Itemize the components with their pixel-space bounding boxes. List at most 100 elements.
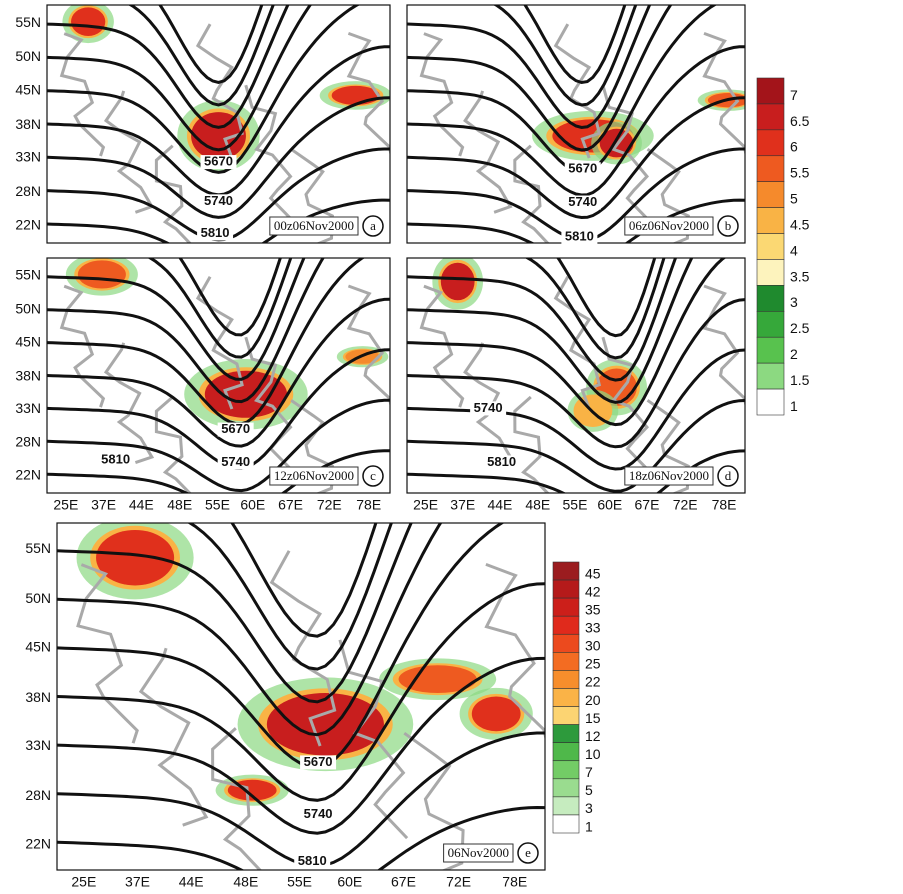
time-label: 12z06Nov2000 <box>274 468 354 483</box>
colorbar-swatch <box>552 688 580 707</box>
lon-label: 72E <box>673 497 698 513</box>
contour-label: 5670 <box>204 154 233 169</box>
contour-line <box>47 258 306 381</box>
border-line <box>601 336 651 473</box>
lat-label: 28N <box>25 787 51 803</box>
colorbar-swatch <box>552 579 580 599</box>
contour-line <box>47 5 312 152</box>
lat-label: 55N <box>15 267 41 283</box>
colorbar-label: 2.5 <box>790 320 810 336</box>
colorbar-label: 15 <box>585 710 601 726</box>
colorbar-swatch <box>756 388 785 416</box>
time-label: 18z06Nov2000 <box>629 468 709 483</box>
contour-label-bg <box>294 854 331 869</box>
colorbar-swatch <box>552 742 580 762</box>
colorbar-swatch <box>756 155 785 182</box>
contour-line <box>47 5 290 129</box>
border-line <box>601 84 651 223</box>
lon-label: 44E <box>129 497 154 513</box>
lat-label: 22N <box>25 835 51 851</box>
colorbar-label: 12 <box>585 728 601 744</box>
contour-line <box>47 258 366 426</box>
precip-core <box>266 693 384 756</box>
panel-letter: a <box>370 218 376 233</box>
contour-line <box>147 258 293 359</box>
colorbar-swatch <box>756 233 785 260</box>
contour-line <box>556 258 657 338</box>
contour-label: 5810 <box>101 452 130 467</box>
contour-line <box>407 198 745 243</box>
lat-label: 22N <box>15 467 41 483</box>
colorbar-label: 1 <box>790 398 798 414</box>
contour-label-bg <box>200 194 237 209</box>
lon-label: 55E <box>563 497 588 513</box>
lon-label: 72E <box>317 497 342 513</box>
time-box <box>269 216 359 236</box>
time-label: 06z06Nov2000 <box>629 218 709 233</box>
lon-label: 25E <box>71 874 96 889</box>
lat-label: 45N <box>25 639 51 655</box>
colorbar-swatch <box>756 129 785 157</box>
colorbar-swatch <box>756 207 785 234</box>
colorbar-label: 7 <box>790 87 798 103</box>
lat-label: 33N <box>15 149 41 165</box>
colorbar-label: 4.5 <box>790 216 810 232</box>
precip-core <box>96 529 175 586</box>
contour-line <box>187 523 393 671</box>
panel-circle <box>717 465 739 487</box>
lat-label: 22N <box>15 216 41 232</box>
map-frame <box>406 257 746 494</box>
contour-line <box>57 582 545 802</box>
contour-label-bg <box>197 226 234 241</box>
contour-line <box>407 258 727 427</box>
colorbar-label: 33 <box>585 620 601 636</box>
contour-line <box>407 45 745 197</box>
colorbar-swatch <box>552 778 580 798</box>
colorbar-swatch <box>756 181 785 208</box>
contour-label-bg <box>564 195 601 210</box>
border-line <box>646 147 690 243</box>
contour-label: 5670 <box>568 161 597 176</box>
contour-label: 5740 <box>304 806 333 821</box>
colorbar-swatch <box>552 652 580 671</box>
lon-label: 37E <box>450 497 475 513</box>
border-line <box>463 90 513 214</box>
lon-label: 78E <box>712 497 737 513</box>
panel-circle <box>517 842 539 864</box>
colorbar-swatch <box>756 77 785 105</box>
precip-core <box>440 262 475 301</box>
contour-label: 5670 <box>221 421 250 436</box>
contour-line <box>230 523 378 638</box>
contour-line <box>47 297 390 448</box>
contour-line <box>407 96 745 220</box>
colorbar-swatch <box>756 362 785 390</box>
contour-label: 5810 <box>201 225 230 240</box>
colorbar-label: 1.5 <box>790 372 810 388</box>
lat-label: 38N <box>25 689 51 705</box>
panel-circle <box>717 215 739 237</box>
border-line <box>484 562 545 741</box>
colorbar-label: 6.5 <box>790 113 810 129</box>
colorbar-label: 6 <box>790 139 798 155</box>
contour-line <box>57 656 545 835</box>
colorbar-swatch <box>756 285 785 312</box>
lat-label: 33N <box>15 400 41 416</box>
lat-label: 45N <box>15 333 41 349</box>
colorbar-swatch <box>552 615 580 635</box>
contour-line <box>407 348 745 471</box>
time-box <box>624 466 714 486</box>
lat-label: 50N <box>25 590 51 606</box>
lat-label: 50N <box>15 300 41 316</box>
colorbar-label: 3.5 <box>790 268 810 284</box>
colorbar-swatch <box>552 670 580 689</box>
colorbar-swatch <box>552 796 580 816</box>
contour-line <box>524 258 666 360</box>
lon-label: 44E <box>179 874 204 889</box>
lat-label: 55N <box>25 540 51 556</box>
contour-line <box>127 5 275 107</box>
time-label: 00z06Nov2000 <box>274 218 354 233</box>
precip-core <box>77 260 126 289</box>
contour-line <box>57 805 545 870</box>
map-panel <box>407 258 745 493</box>
colorbar-label: 20 <box>585 692 601 708</box>
